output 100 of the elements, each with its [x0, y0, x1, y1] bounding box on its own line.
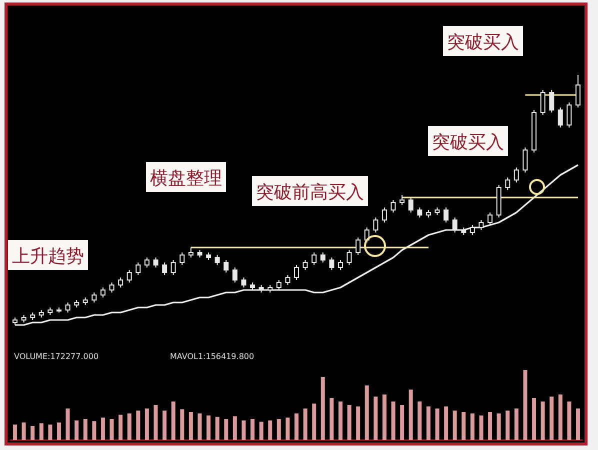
bar: [259, 422, 264, 440]
bar: [56, 422, 61, 440]
bar: [100, 418, 105, 440]
bar: [452, 410, 457, 440]
bar: [215, 416, 220, 440]
candlestick: [162, 262, 168, 276]
candlestick: [400, 194, 405, 206]
bar: [540, 402, 545, 440]
annotation: 上升趋势: [12, 246, 84, 267]
bar: [198, 413, 202, 440]
bar: [83, 419, 88, 440]
candlestick: [408, 197, 414, 213]
candlestick: [382, 207, 387, 223]
candlestick: [144, 257, 150, 268]
bar: [276, 419, 281, 440]
candlestick: [312, 252, 317, 266]
bar: [110, 419, 114, 440]
candlestick: [170, 260, 176, 276]
candlestick: [373, 217, 378, 233]
bar: [330, 398, 334, 440]
bar: [144, 408, 149, 440]
bar: [374, 396, 378, 440]
bar: [74, 420, 79, 440]
candlestick: [329, 257, 334, 270]
bar: [180, 409, 184, 440]
candlestick: [126, 270, 132, 283]
candlestick: [302, 260, 308, 270]
bar: [444, 406, 448, 440]
candlestick: [540, 90, 546, 116]
candlestick: [214, 254, 220, 266]
bar: [294, 413, 298, 440]
candlestick: [294, 264, 299, 280]
candlestick: [390, 200, 396, 213]
candlestick: [136, 262, 141, 276]
bar: [558, 394, 562, 440]
bar: [391, 402, 396, 440]
bar: [576, 408, 580, 440]
bar: [435, 408, 440, 440]
annotation: 突破买入: [432, 132, 504, 153]
candlestick: [153, 257, 158, 268]
candlestick: [338, 260, 343, 270]
bar: [320, 377, 325, 440]
candlestick: [276, 280, 282, 290]
candlestick: [478, 220, 484, 230]
candlestick: [346, 250, 352, 266]
bar: [162, 410, 167, 440]
candlestick: [92, 292, 97, 303]
candlestick: [558, 107, 563, 128]
candlestick: [180, 252, 185, 266]
text: 突破买入: [447, 32, 519, 53]
bar: [312, 404, 316, 440]
candlestick: [241, 277, 246, 288]
bar: [30, 426, 35, 440]
bar: [514, 408, 518, 440]
bar: [462, 412, 466, 440]
bar: [48, 424, 52, 440]
bar: [66, 408, 70, 440]
candlestick: [452, 217, 458, 233]
bar: [496, 413, 501, 440]
bar: [154, 405, 158, 440]
bar: [382, 394, 386, 440]
candlestick: [356, 237, 361, 256]
bar: [470, 413, 474, 440]
candlestick: [549, 90, 554, 113]
bar: [400, 405, 404, 440]
candlestick: [285, 274, 290, 286]
candlestick: [576, 74, 580, 108]
bar: [426, 406, 430, 440]
bar: [39, 423, 44, 440]
candlestick: [118, 277, 124, 288]
bar: [206, 416, 211, 440]
bar: [250, 419, 255, 440]
bar: [303, 408, 308, 440]
bar: [136, 410, 140, 440]
bar: [506, 410, 510, 440]
bar: [92, 421, 96, 440]
bar: [224, 419, 228, 440]
candlestick: [188, 247, 194, 258]
bar: [523, 370, 528, 440]
bar: [356, 406, 360, 440]
bar: [127, 413, 132, 440]
bar: [13, 424, 17, 440]
bar: [488, 412, 492, 440]
bar: [550, 396, 554, 440]
bar: [567, 402, 572, 440]
candlestick: [109, 282, 114, 293]
candlestick: [100, 287, 106, 298]
bar: [188, 412, 193, 440]
bar: [118, 414, 123, 440]
bar: [22, 422, 26, 440]
candlestick: [514, 167, 519, 183]
bar: [171, 402, 176, 440]
candlestick: [65, 302, 70, 313]
bar: [286, 418, 290, 440]
candlestick: [224, 260, 229, 273]
bar: [418, 402, 422, 440]
candlestick: [505, 177, 510, 190]
bar: [268, 420, 272, 440]
candlestick: [522, 147, 528, 173]
bar: [408, 390, 413, 440]
